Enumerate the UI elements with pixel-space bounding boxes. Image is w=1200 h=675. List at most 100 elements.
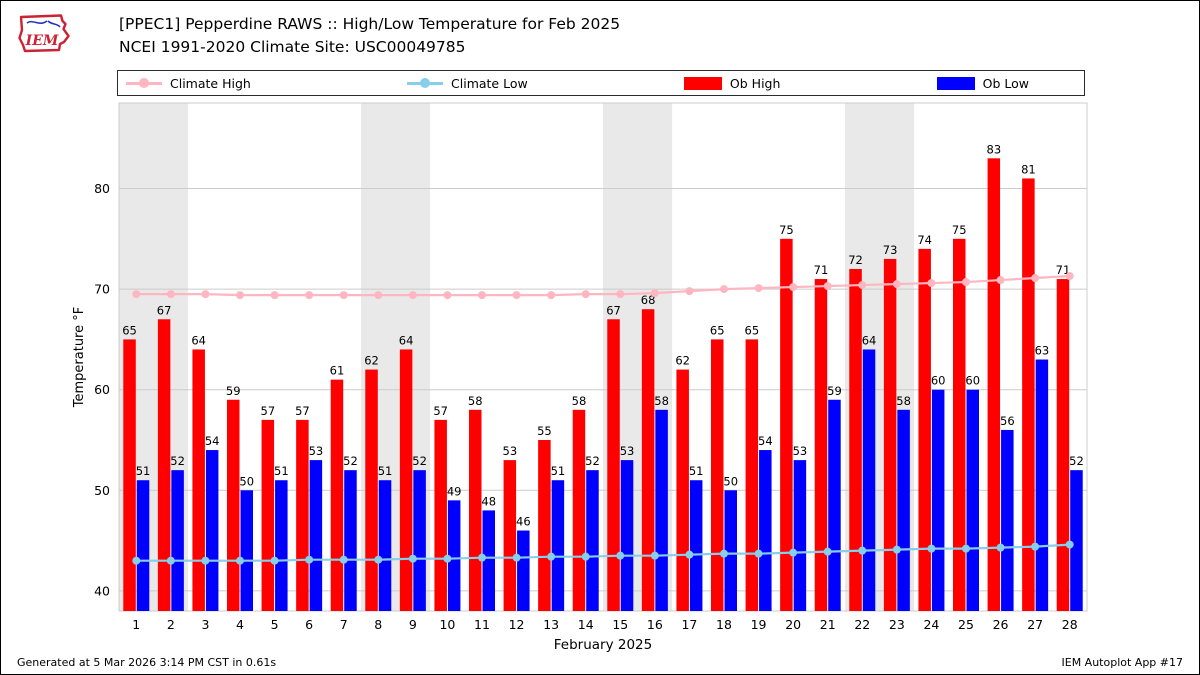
ob-low-value-label: 51 bbox=[136, 464, 151, 478]
climate-high-marker-icon bbox=[547, 291, 556, 300]
x-tick-label: 20 bbox=[785, 617, 801, 632]
ob-low-value-label: 64 bbox=[862, 333, 877, 347]
climate-low-marker-icon bbox=[339, 555, 348, 564]
ob-high-value-label: 62 bbox=[675, 354, 690, 368]
x-tick-label: 17 bbox=[681, 617, 697, 632]
ob-high-bar bbox=[503, 460, 517, 611]
climate-low-marker-icon bbox=[823, 547, 832, 556]
climate-low-marker-icon bbox=[547, 552, 556, 561]
x-tick-label: 25 bbox=[958, 617, 974, 632]
legend-label: Climate Low bbox=[451, 75, 528, 91]
ob-low-value-label: 48 bbox=[481, 494, 496, 508]
climate-high-marker-icon bbox=[132, 290, 141, 299]
ob-high-bar bbox=[123, 339, 136, 611]
ob-low-value-label: 49 bbox=[447, 484, 462, 498]
climate-high-marker-icon bbox=[166, 290, 175, 299]
iem-logo: IEM bbox=[14, 8, 76, 64]
ob-high-value-label: 68 bbox=[641, 293, 656, 307]
ob-low-value-label: 60 bbox=[965, 374, 980, 388]
ob-low-bar bbox=[931, 389, 945, 611]
climate-low-line bbox=[136, 543, 1070, 562]
climate-low-marker-icon bbox=[858, 546, 867, 555]
climate-high-marker-icon bbox=[650, 289, 659, 298]
title-line-2: NCEI 1991-2020 Climate Site: USC00049785 bbox=[119, 38, 466, 56]
legend-item-ob-low: Ob Low bbox=[936, 76, 1029, 91]
ob-high-value-label: 64 bbox=[191, 333, 206, 347]
legend-item-climate-high: Climate High bbox=[126, 76, 251, 91]
climate-low-marker-icon bbox=[512, 553, 521, 562]
x-tick-label: 15 bbox=[612, 617, 628, 632]
x-tick-label: 5 bbox=[271, 617, 279, 632]
ob-low-value-label: 58 bbox=[654, 394, 669, 408]
logo-text: IEM bbox=[25, 33, 59, 49]
iowa-outline-icon: IEM bbox=[18, 14, 70, 53]
chart-footer: Generated at 5 Mar 2026 3:14 PM CST in 0… bbox=[1, 656, 1199, 669]
x-tick-label: 1 bbox=[132, 617, 140, 632]
climate-high-marker-icon bbox=[927, 279, 936, 288]
ob-low-value-label: 50 bbox=[239, 474, 254, 488]
legend-label: Ob High bbox=[729, 75, 781, 91]
ob-low-value-label: 56 bbox=[1000, 414, 1015, 428]
ob-low-value-label: 51 bbox=[551, 464, 566, 478]
ob-high-bar bbox=[538, 439, 551, 611]
ob-high-value-label: 57 bbox=[433, 404, 448, 418]
legend-item-climate-low: Climate Low bbox=[407, 76, 528, 91]
ob-high-value-label: 53 bbox=[503, 444, 518, 458]
climate-high-marker-icon bbox=[270, 291, 279, 300]
ob-high-swatch-icon bbox=[683, 76, 722, 90]
climate-high-marker-icon bbox=[374, 291, 383, 300]
climate-high-marker-icon bbox=[512, 291, 521, 300]
ob-low-bar bbox=[482, 510, 495, 611]
ob-high-bar bbox=[261, 419, 275, 611]
climate-high-marker-icon bbox=[1065, 272, 1074, 281]
ob-high-value-label: 59 bbox=[226, 384, 241, 398]
climate-low-marker-icon bbox=[754, 549, 763, 558]
y-tick-label: 60 bbox=[94, 382, 110, 397]
climate-low-marker-icon bbox=[962, 544, 970, 553]
ob-high-value-label: 64 bbox=[399, 333, 414, 347]
ob-low-bar bbox=[240, 490, 253, 611]
climate-high-marker-icon bbox=[823, 282, 832, 291]
ob-high-bar bbox=[1056, 279, 1070, 611]
ob-low-value-label: 52 bbox=[1069, 454, 1084, 468]
ob-high-bar bbox=[883, 258, 897, 611]
climate-high-swatch-icon bbox=[126, 78, 162, 88]
ob-low-bar bbox=[275, 480, 288, 611]
ob-low-bar bbox=[828, 399, 841, 611]
ob-low-bar bbox=[551, 480, 565, 611]
ob-high-value-label: 74 bbox=[917, 233, 932, 247]
ob-low-value-label: 60 bbox=[931, 374, 946, 388]
x-tick-label: 13 bbox=[543, 617, 559, 632]
plot-border bbox=[118, 102, 1088, 612]
ob-low-bar bbox=[620, 460, 634, 611]
climate-high-marker-icon bbox=[892, 280, 901, 289]
ob-low-bar bbox=[759, 450, 772, 611]
climate-high-marker-icon bbox=[478, 291, 486, 300]
climate-high-marker-icon bbox=[581, 290, 590, 299]
x-tick-label: 9 bbox=[409, 617, 417, 632]
ob-low-bar bbox=[586, 470, 599, 611]
ob-high-bar bbox=[365, 369, 378, 611]
ob-high-bar bbox=[814, 279, 828, 611]
climate-high-marker-icon bbox=[616, 290, 625, 299]
ob-high-value-label: 67 bbox=[157, 303, 172, 317]
ob-low-bar bbox=[378, 480, 392, 611]
ob-low-bar bbox=[1001, 429, 1014, 611]
x-tick-label: 6 bbox=[305, 617, 313, 632]
ob-low-bar bbox=[413, 470, 426, 611]
ob-high-bar bbox=[157, 319, 171, 611]
ob-low-bar bbox=[1070, 470, 1083, 611]
climate-low-marker-icon bbox=[1065, 540, 1074, 549]
x-tick-label: 27 bbox=[1027, 617, 1043, 632]
climate-high-line bbox=[136, 274, 1070, 297]
chart-title: [PPEC1] Pepperdine RAWS :: High/Low Temp… bbox=[119, 13, 620, 59]
ob-low-bar bbox=[517, 530, 530, 611]
x-tick-label: 14 bbox=[578, 617, 594, 632]
ob-low-value-label: 51 bbox=[274, 464, 289, 478]
climate-high-marker-icon bbox=[408, 291, 417, 300]
climate-high-marker-icon bbox=[754, 284, 763, 293]
climate-low-marker-icon bbox=[581, 552, 590, 561]
x-tick-label: 18 bbox=[716, 617, 732, 632]
ob-high-bar bbox=[192, 349, 205, 611]
